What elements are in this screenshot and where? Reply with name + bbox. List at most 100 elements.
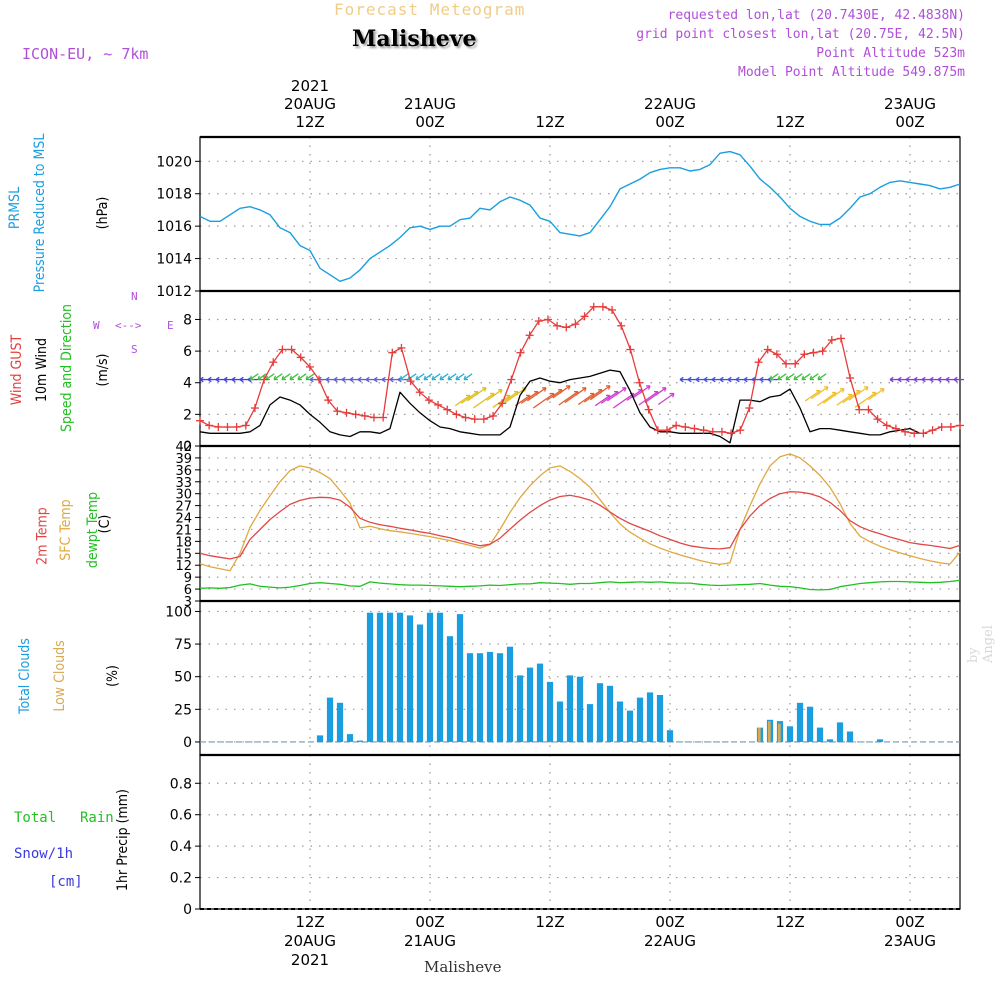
wind-direction-arrow: [492, 394, 511, 408]
precip-panel-frame: [199, 754, 961, 910]
total-cloud-bar: [836, 722, 844, 742]
wind-ytick-label: 0: [183, 439, 192, 455]
total-cloud-bar: [496, 653, 504, 742]
total-cloud-bar: [846, 731, 854, 742]
total-cloud-bar: [456, 614, 464, 742]
wind-arrowhead: [567, 385, 571, 390]
wind-direction-arrow: [552, 385, 571, 399]
wind-direction-arrow: [558, 391, 579, 406]
wind-direction-arrow: [589, 385, 611, 401]
wind-direction-arrow: [564, 387, 587, 404]
total-cloud-bar: [566, 675, 574, 742]
total-cloud-bar: [326, 697, 334, 742]
compass-e: E: [167, 319, 174, 332]
wind-arrowhead: [663, 387, 667, 392]
wind-direction-arrow: [626, 389, 643, 401]
wind10-series-line: [199, 369, 921, 444]
wind-direction-arrow: [638, 391, 659, 406]
bottom-time-tick-label: 00Z: [655, 913, 684, 931]
wind-arrowhead: [751, 376, 756, 381]
wind-arrowhead: [357, 376, 362, 381]
wind-direction-arrow: [546, 389, 563, 401]
wind-direction-arrow: [836, 393, 853, 406]
total-rain-rain-label: Rain: [80, 810, 114, 826]
clouds-ytick-label: 75: [174, 637, 192, 653]
wind-direction-arrow: [305, 373, 315, 381]
wind-arrowhead: [841, 388, 845, 393]
wind-arrowhead: [825, 386, 829, 391]
temp-ytick-label: 21: [175, 523, 192, 538]
wind-direction-arrow: [848, 386, 869, 401]
total-cloud-bar: [796, 702, 804, 742]
wind-arrowhead: [945, 376, 950, 381]
wind-arrowhead: [341, 376, 346, 381]
bottom-time-tick-label: 00Z: [415, 913, 444, 931]
bottom-year-label: 2021: [291, 951, 329, 969]
temp-ytick-label: 15: [175, 547, 192, 562]
clouds-ytick-label: 0: [183, 735, 192, 751]
wind-arrowhead: [543, 387, 547, 392]
wind-arrowhead: [281, 375, 285, 380]
wind-direction-arrow: [867, 388, 885, 401]
wind-arrowhead: [257, 375, 261, 380]
top-year-label: 2021: [291, 77, 329, 95]
wind-direction-arrow: [289, 373, 299, 381]
total-cloud-bar: [506, 646, 514, 742]
wind-direction-arrow: [415, 373, 425, 381]
model-label: ICON-EU, ~ 7km: [22, 45, 149, 63]
wind-arrowhead: [881, 388, 885, 393]
total-cloud-bar: [376, 612, 384, 742]
wind-arrowhead: [703, 376, 708, 381]
total-cloud-bar: [416, 624, 424, 742]
wind-arrowhead: [921, 376, 926, 381]
wind-arrowhead: [207, 376, 212, 381]
wind-arrowhead: [523, 387, 527, 392]
total-cloud-bar: [556, 701, 564, 742]
wind-arrowhead: [215, 376, 220, 381]
wind-arrowhead: [399, 375, 403, 380]
wind-direction-arrow: [454, 394, 471, 407]
wind-direction-arrow: [577, 392, 595, 406]
temp-ytick-label: 18: [175, 535, 192, 550]
requested-coords: requested lon,lat (20.7430E, 42.4838N): [667, 8, 965, 23]
wind-arrowhead: [607, 385, 611, 390]
sfc-temp-series-line: [199, 453, 961, 572]
total-cloud-bar: [356, 740, 364, 742]
bottom-time-tick-label: 12Z: [535, 913, 564, 931]
wind-arrowhead: [483, 387, 487, 392]
compass-n: N: [131, 290, 138, 303]
wind-arrowhead: [623, 387, 627, 392]
wind-direction-arrow: [842, 390, 861, 404]
top-time-tick-label: 12Z: [295, 113, 324, 131]
total-cloud-bar: [466, 653, 474, 742]
top-date-tick-label: 21AUG: [404, 95, 456, 113]
wind-direction-arrow: [612, 392, 635, 409]
wind-direction-arrow: [431, 373, 441, 381]
wind-arrowhead: [447, 375, 451, 380]
wind-arrowhead: [793, 375, 797, 380]
wind-direction-arrow: [460, 391, 479, 404]
wind-ytick-label: 8: [183, 312, 192, 328]
point-altitude: Point Altitude 523m: [816, 46, 965, 61]
temp-ytick-label: 33: [175, 476, 192, 491]
wind-arrowhead: [223, 376, 228, 381]
wind-direction-arrow: [810, 386, 829, 400]
wind-direction-arrow: [816, 392, 837, 407]
bottom-date-tick-label: 23AUG: [884, 932, 936, 950]
wind-arrowhead: [719, 376, 724, 381]
wind-arrowhead: [463, 375, 467, 380]
compass-arrow-ew-icon: <-->: [115, 319, 142, 332]
clouds-ytick-label: 50: [174, 670, 192, 686]
wind-arrowhead: [455, 375, 459, 380]
dewpt-series-line: [199, 579, 961, 591]
model-altitude: Model Point Altitude 549.875m: [738, 65, 965, 80]
wind-direction-arrow: [486, 389, 503, 401]
compass-w: W: [93, 319, 100, 332]
compass-s: S: [131, 343, 138, 356]
wind-arrowhead: [333, 376, 338, 381]
wind-arrowhead: [929, 376, 934, 381]
pressure-panel-frame: [199, 136, 961, 292]
wind-arrowhead: [801, 375, 805, 380]
wind-ytick-label: 4: [183, 376, 192, 392]
total-cloud-bar: [526, 667, 534, 742]
